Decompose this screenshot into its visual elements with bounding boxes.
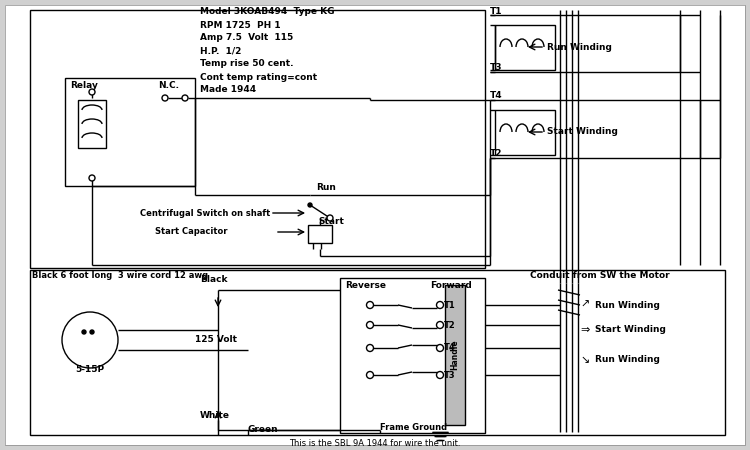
- Text: Reverse: Reverse: [345, 282, 386, 291]
- Bar: [445, 285, 465, 425]
- Circle shape: [90, 330, 94, 334]
- Circle shape: [162, 95, 168, 101]
- Text: RPM 1725  PH 1: RPM 1725 PH 1: [200, 21, 280, 30]
- Text: Black: Black: [200, 275, 227, 284]
- Circle shape: [82, 330, 86, 334]
- Text: Start Winding: Start Winding: [595, 325, 666, 334]
- Text: Amp 7.5  Volt  115: Amp 7.5 Volt 115: [200, 33, 293, 42]
- Text: Green: Green: [248, 426, 279, 435]
- Text: Run Winding: Run Winding: [595, 301, 660, 310]
- Text: Run: Run: [316, 184, 336, 193]
- Text: T1: T1: [490, 8, 502, 17]
- Circle shape: [436, 321, 443, 328]
- Bar: [308, 225, 332, 243]
- Text: ↘: ↘: [580, 355, 590, 365]
- Text: Temp rise 50 cent.: Temp rise 50 cent.: [200, 59, 293, 68]
- Text: ↗: ↗: [580, 300, 590, 310]
- Bar: [30, 10, 485, 268]
- Circle shape: [89, 175, 95, 181]
- Text: T2: T2: [490, 149, 502, 158]
- Text: H.P.  1/2: H.P. 1/2: [200, 46, 242, 55]
- Text: Handle: Handle: [451, 340, 460, 370]
- Circle shape: [62, 312, 118, 368]
- Bar: [30, 270, 725, 435]
- Bar: [78, 100, 106, 148]
- Text: Run Winding: Run Winding: [595, 356, 660, 364]
- Bar: [340, 278, 485, 433]
- Circle shape: [367, 321, 374, 328]
- Text: T1: T1: [444, 301, 456, 310]
- Text: T3: T3: [444, 370, 455, 379]
- Text: Made 1944: Made 1944: [200, 86, 256, 94]
- Text: Frame Ground: Frame Ground: [380, 423, 447, 432]
- Text: Centrifugal Switch on shaft: Centrifugal Switch on shaft: [140, 208, 270, 217]
- Text: Run Winding: Run Winding: [547, 42, 612, 51]
- Text: Conduit from SW the Motor: Conduit from SW the Motor: [530, 270, 670, 279]
- Text: Start Capacitor: Start Capacitor: [155, 228, 227, 237]
- Circle shape: [308, 203, 312, 207]
- Text: Cont temp rating=cont: Cont temp rating=cont: [200, 72, 317, 81]
- Circle shape: [367, 345, 374, 351]
- Text: Forward: Forward: [430, 282, 472, 291]
- Circle shape: [436, 372, 443, 378]
- Bar: [495, 25, 555, 70]
- Circle shape: [89, 89, 95, 95]
- Text: N.C.: N.C.: [158, 81, 179, 90]
- Text: This is the SBL 9A 1944 for wire the unit.: This is the SBL 9A 1944 for wire the uni…: [290, 438, 460, 447]
- Circle shape: [367, 372, 374, 378]
- Text: T4: T4: [444, 343, 456, 352]
- Text: ⇒: ⇒: [580, 325, 590, 335]
- Text: Relay: Relay: [70, 81, 98, 90]
- Circle shape: [367, 302, 374, 309]
- Circle shape: [327, 215, 333, 221]
- Circle shape: [436, 302, 443, 309]
- Text: T3: T3: [490, 63, 502, 72]
- Text: T4: T4: [490, 91, 502, 100]
- Text: T2: T2: [444, 320, 456, 329]
- Text: 125 Volt: 125 Volt: [195, 336, 237, 345]
- Text: Start: Start: [318, 217, 344, 226]
- Bar: [65, 78, 195, 186]
- Circle shape: [182, 95, 188, 101]
- Text: Start Winding: Start Winding: [547, 127, 618, 136]
- Text: White: White: [200, 410, 230, 419]
- Bar: [495, 110, 555, 155]
- Circle shape: [436, 345, 443, 351]
- Text: Black 6 foot long  3 wire cord 12 awg: Black 6 foot long 3 wire cord 12 awg: [32, 270, 208, 279]
- Text: Model 3KOAB494  Type KG: Model 3KOAB494 Type KG: [200, 8, 334, 17]
- Text: 5-15P: 5-15P: [75, 365, 104, 374]
